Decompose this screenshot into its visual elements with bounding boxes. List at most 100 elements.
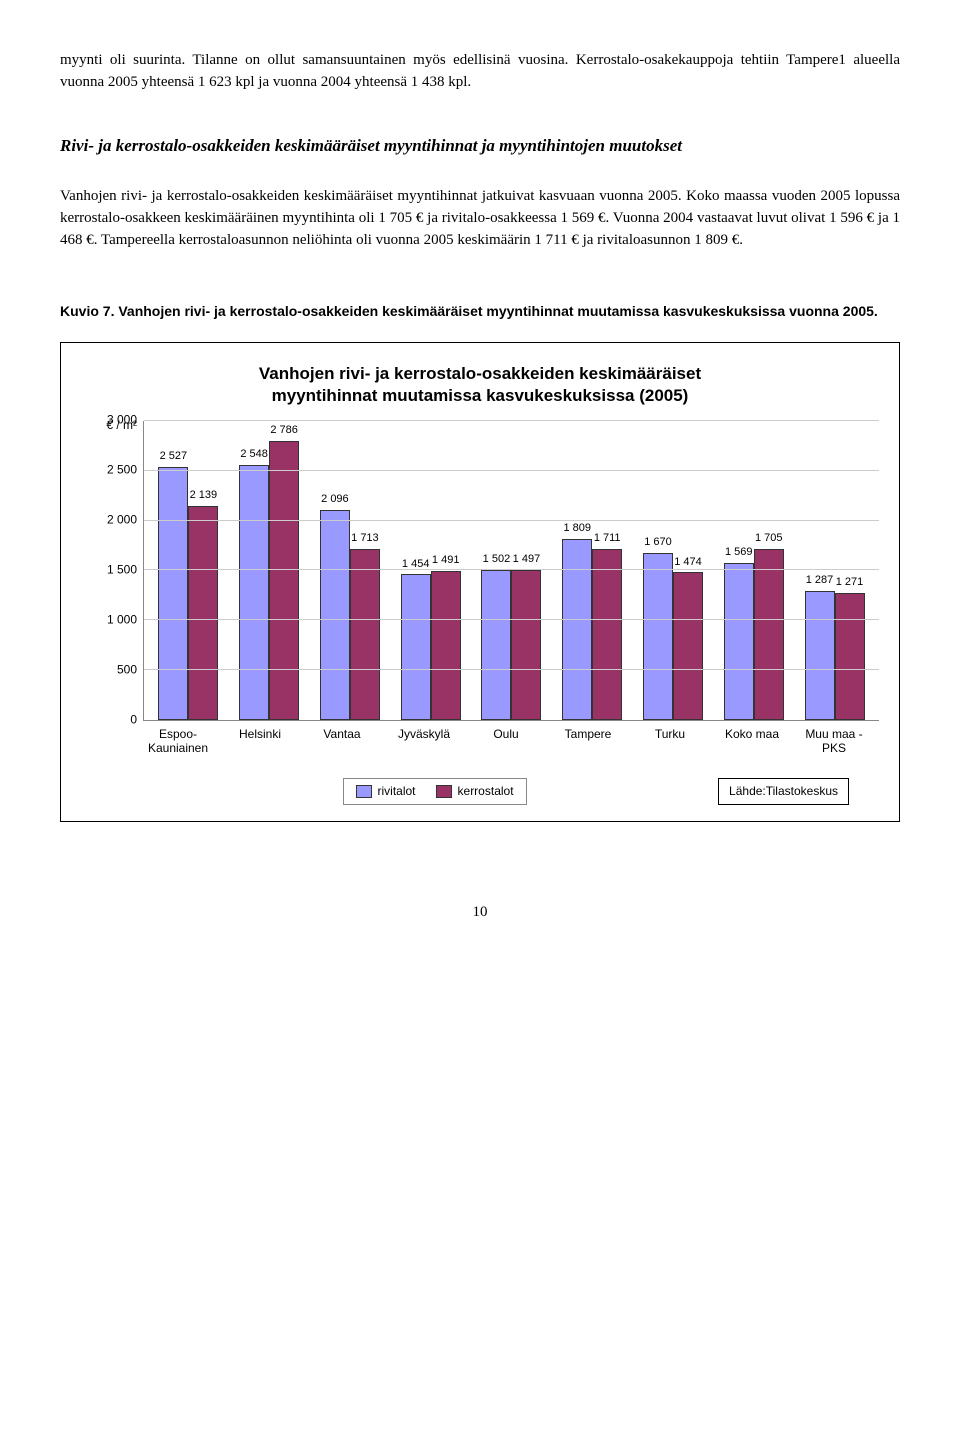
bar-wrap: 1 491 [431, 553, 461, 720]
bar-wrap: 1 713 [350, 531, 380, 720]
bar-wrap: 1 474 [673, 555, 703, 720]
y-tick-label: 3 000 [107, 412, 137, 429]
paragraph-1: myynti oli suurinta. Tilanne on ollut sa… [60, 50, 900, 94]
bar-group: 1 6701 474 [643, 535, 703, 720]
legend-source-row: rivitalot kerrostalot Lähde:Tilastokesku… [81, 778, 879, 805]
section-heading: Rivi- ja kerrostalo-osakkeiden keskimäär… [60, 134, 900, 159]
gridline [144, 420, 879, 421]
bar [724, 563, 754, 720]
x-axis-label: Muu maa - PKS [798, 727, 870, 756]
bar-wrap: 2 548 [239, 447, 269, 720]
bar-group: 1 2871 271 [805, 573, 865, 720]
swatch-rivitalot [356, 785, 372, 798]
x-axis-label: Espoo-Kauniainen [142, 727, 214, 756]
bar [188, 506, 218, 720]
figure-caption: Kuvio 7. Vanhojen rivi- ja kerrostalo-os… [60, 301, 900, 321]
x-axis-label: Oulu [470, 727, 542, 756]
bar-wrap: 1 497 [511, 552, 541, 720]
bar-value-label: 1 705 [755, 531, 783, 547]
bar-value-label: 2 096 [321, 492, 349, 508]
bar-wrap: 2 786 [269, 423, 299, 720]
bar-value-label: 1 809 [563, 521, 591, 537]
gridline [144, 569, 879, 570]
legend-item-kerrostalot: kerrostalot [436, 783, 514, 800]
swatch-kerrostalot [436, 785, 452, 798]
bar [239, 465, 269, 720]
bar-wrap: 1 809 [562, 521, 592, 720]
bar [592, 549, 622, 720]
bar-wrap: 2 096 [320, 492, 350, 720]
bar-wrap: 1 711 [592, 531, 622, 720]
bar-wrap: 1 569 [724, 545, 754, 720]
bar [481, 570, 511, 720]
bar-value-label: 2 786 [270, 423, 298, 439]
x-axis-label: Jyväskylä [388, 727, 460, 756]
bar-wrap: 1 502 [481, 552, 511, 720]
bar [401, 574, 431, 719]
bar-value-label: 1 670 [644, 535, 672, 551]
gridline [144, 520, 879, 521]
bar-group: 2 5482 786 [239, 423, 299, 720]
legend-label-a: rivitalot [378, 784, 416, 798]
bar-value-label: 1 287 [806, 573, 834, 589]
page-number: 10 [60, 902, 900, 924]
bar [835, 593, 865, 720]
source-box: Lähde:Tilastokeskus [718, 778, 849, 805]
bar-wrap: 1 271 [835, 575, 865, 720]
x-axis-label: Turku [634, 727, 706, 756]
bar [562, 539, 592, 720]
bar [805, 591, 835, 720]
y-tick-label: 500 [117, 662, 137, 679]
chart-area: € / m² 3 0002 5002 0001 5001 0005000 2 5… [81, 421, 879, 721]
chart-container: Vanhojen rivi- ja kerrostalo-osakkeiden … [60, 342, 900, 822]
bar [673, 572, 703, 719]
bar-group: 1 5021 497 [481, 552, 541, 720]
gridline [144, 619, 879, 620]
plot-area: 2 527 2 139 2 5482 786 2 096 1 713 1 4541 491… [143, 421, 879, 721]
bar-value-label: 1 713 [351, 531, 379, 547]
gridline [144, 470, 879, 471]
y-axis: € / m² 3 0002 5002 0001 5001 0005000 [81, 421, 143, 721]
bar-group: 2 527 2 139 [158, 449, 218, 720]
x-axis-label: Helsinki [224, 727, 296, 756]
bar-group: 1 4541 491 [401, 553, 461, 720]
bar-group: 2 096 1 713 [320, 492, 380, 720]
x-axis: Espoo-Kauniainen Helsinki Vantaa Jyväskylä O… [81, 721, 879, 756]
bar-value-label: 2 139 [190, 488, 218, 504]
legend: rivitalot kerrostalot [343, 778, 527, 805]
bar [431, 571, 461, 720]
bar [643, 553, 673, 720]
chart-title-line2: myyntihinnat muutamissa kasvukeskuksissa… [272, 386, 689, 405]
x-axis-label: Vantaa [306, 727, 378, 756]
bar-wrap: 2 527 [158, 449, 188, 720]
bar-wrap: 1 454 [401, 557, 431, 720]
bar [754, 549, 784, 720]
x-axis-label: Tampere [552, 727, 624, 756]
bar-value-label: 1 474 [674, 555, 702, 571]
legend-item-rivitalot: rivitalot [356, 783, 416, 800]
bar-wrap: 1 705 [754, 531, 784, 719]
paragraph-2: Vanhojen rivi- ja kerrostalo-osakkeiden … [60, 186, 900, 251]
bar-group: 1 8091 711 [562, 521, 622, 720]
bar [511, 570, 541, 720]
bar-value-label: 2 548 [240, 447, 268, 463]
bar [320, 510, 350, 720]
y-tick-label: 2 500 [107, 462, 137, 479]
bar-value-label: 1 711 [594, 531, 621, 547]
y-tick-label: 1 500 [107, 562, 137, 579]
y-tick-label: 1 000 [107, 612, 137, 629]
chart-title: Vanhojen rivi- ja kerrostalo-osakkeiden … [81, 363, 879, 407]
chart-title-line1: Vanhojen rivi- ja kerrostalo-osakkeiden … [259, 364, 701, 383]
bar-value-label: 1 271 [836, 575, 864, 591]
x-axis-label: Koko maa [716, 727, 788, 756]
bar [269, 441, 299, 720]
bar-value-label: 1 569 [725, 545, 753, 561]
bar-value-label: 1 491 [432, 553, 460, 569]
bar-value-label: 2 527 [160, 449, 188, 465]
y-tick-label: 2 000 [107, 512, 137, 529]
bars-row: 2 527 2 139 2 5482 786 2 096 1 713 1 4541 491… [144, 421, 879, 720]
bar-value-label: 1 502 [483, 552, 511, 568]
bar-wrap: 1 670 [643, 535, 673, 720]
bar-value-label: 1 497 [513, 552, 541, 568]
bar [350, 549, 380, 720]
